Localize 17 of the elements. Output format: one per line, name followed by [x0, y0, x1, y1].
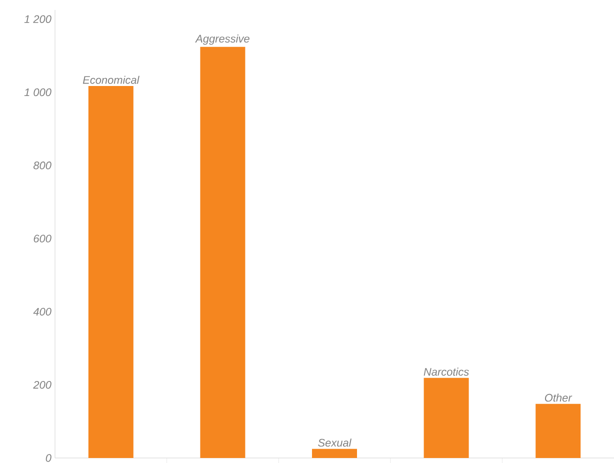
- bar: [200, 46, 246, 458]
- y-tick-label: 800: [33, 162, 52, 170]
- y-tick-label: 0: [46, 454, 52, 462]
- y-tick-label: 400: [33, 308, 52, 316]
- bar: [312, 448, 358, 458]
- y-tick-label: 600: [34, 234, 52, 242]
- x-tick-label: Other: [545, 394, 572, 402]
- x-tick-label: Aggressive: [195, 34, 250, 45]
- x-tick-label: Sexual: [318, 438, 352, 447]
- y-tick-label: 1 000: [24, 88, 52, 96]
- bar: [536, 404, 581, 458]
- bar: [88, 86, 134, 458]
- y-tick-label: 200: [33, 380, 52, 389]
- x-tick-label: Narcotics: [424, 368, 469, 376]
- y-tick-label: 1 200: [24, 15, 52, 24]
- x-tick-label: Economical: [82, 76, 140, 84]
- bar: [424, 378, 469, 458]
